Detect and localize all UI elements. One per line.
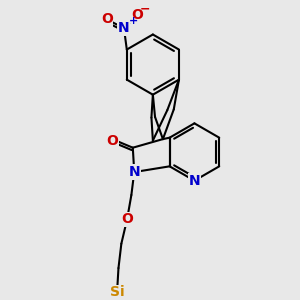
Text: −: − xyxy=(140,3,151,16)
Text: N: N xyxy=(128,165,140,179)
Text: N: N xyxy=(118,21,130,35)
Text: O: O xyxy=(101,12,113,26)
Text: +: + xyxy=(128,16,138,26)
Text: O: O xyxy=(131,8,143,22)
Text: O: O xyxy=(106,134,118,148)
Text: O: O xyxy=(121,212,133,226)
Text: Si: Si xyxy=(110,285,124,299)
Text: N: N xyxy=(189,174,200,188)
